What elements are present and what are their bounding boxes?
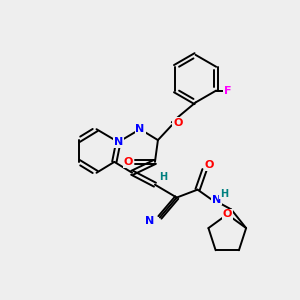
Text: N: N	[136, 124, 145, 134]
Text: N: N	[146, 216, 154, 226]
Text: O: O	[173, 118, 182, 128]
Text: N: N	[212, 194, 221, 205]
Text: F: F	[224, 85, 232, 96]
Text: N: N	[114, 137, 123, 147]
Text: H: H	[220, 189, 228, 199]
Text: O: O	[124, 157, 133, 167]
Text: H: H	[159, 172, 167, 182]
Text: O: O	[205, 160, 214, 170]
Text: O: O	[223, 209, 232, 219]
